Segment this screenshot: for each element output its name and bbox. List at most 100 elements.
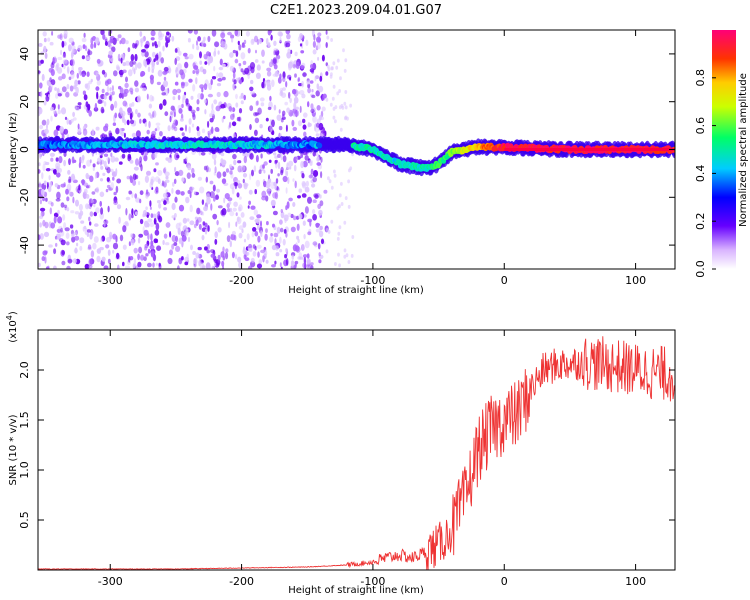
noise-dot <box>129 112 133 120</box>
noise-dot <box>128 190 132 195</box>
noise-dot <box>109 87 112 92</box>
noise-dot <box>101 69 106 75</box>
noise-dot <box>103 125 109 132</box>
noise-dot <box>103 160 107 167</box>
noise-dot <box>182 217 188 224</box>
noise-dot <box>210 78 213 86</box>
noise-dot <box>77 80 81 85</box>
noise-dot <box>216 188 221 193</box>
noise-dot <box>129 60 134 67</box>
noise-dot <box>42 163 46 172</box>
noise-dot <box>42 196 46 202</box>
noise-dot <box>55 93 59 99</box>
noise-dot <box>289 76 292 81</box>
noise-dot <box>282 71 286 79</box>
noise-dot <box>186 253 189 260</box>
noise-dot <box>261 81 266 89</box>
noise-dot <box>317 203 322 209</box>
noise-dot <box>171 215 176 219</box>
noise-dot <box>314 75 317 82</box>
noise-dot <box>260 220 262 228</box>
noise-dot <box>316 105 321 111</box>
noise-dot <box>88 258 93 266</box>
noise-dot <box>266 67 272 72</box>
noise-dot <box>149 74 154 81</box>
noise-dot <box>220 158 224 164</box>
noise-dot <box>79 210 84 216</box>
noise-dot <box>143 229 149 236</box>
noise-dot <box>73 231 77 236</box>
noise-dot <box>163 207 168 211</box>
noise-dot <box>257 235 261 243</box>
noise-dot <box>274 238 277 246</box>
noise-dot <box>48 67 53 73</box>
noise-dot <box>88 264 93 269</box>
noise-dot <box>66 83 70 90</box>
noise-dot <box>190 109 196 114</box>
noise-dot <box>211 76 217 80</box>
noise-dot <box>87 50 93 56</box>
noise-dot <box>38 107 43 115</box>
noise-dot <box>310 179 315 184</box>
noise-dot <box>201 199 205 205</box>
noise-dot <box>117 264 120 269</box>
noise-dot <box>303 233 306 240</box>
x-tick-label: 0 <box>501 575 508 588</box>
noise-dot <box>48 94 51 98</box>
noise-dot <box>240 165 246 172</box>
noise-dot <box>42 31 47 37</box>
noise-dot <box>172 96 176 101</box>
noise-dot <box>90 250 95 258</box>
noise-dot <box>310 108 315 114</box>
noise-dot <box>66 207 70 212</box>
noise-dot <box>149 181 153 189</box>
noise-dot <box>154 176 160 183</box>
noise-dot <box>88 199 92 204</box>
noise-dot <box>60 202 65 208</box>
noise-dot <box>199 262 205 269</box>
noise-dot <box>174 171 180 177</box>
noise-dot <box>163 200 167 206</box>
noise-dot <box>279 36 282 43</box>
noise-dot <box>131 208 134 216</box>
noise-dot <box>205 165 209 173</box>
noise-dot <box>99 200 102 207</box>
colorbar-tick-label: 0.0 <box>694 260 707 278</box>
noise-dot <box>165 175 169 180</box>
noise-dot <box>86 229 91 233</box>
noise-dot <box>292 202 296 207</box>
noise-dot <box>43 37 47 43</box>
noise-dot <box>246 233 250 241</box>
noise-dot <box>283 229 287 234</box>
noise-dot <box>233 182 239 187</box>
noise-dot <box>284 101 289 106</box>
noise-dot <box>337 252 340 257</box>
noise-dot <box>232 153 237 160</box>
noise-dot <box>280 152 283 161</box>
noise-dot <box>140 70 146 77</box>
noise-dot <box>146 129 150 135</box>
noise-dot <box>38 183 43 188</box>
noise-dot <box>345 253 349 258</box>
noise-dot <box>144 175 149 183</box>
noise-dot <box>138 181 141 186</box>
noise-dot <box>132 263 136 269</box>
noise-dot <box>125 40 129 45</box>
noise-dot <box>240 52 246 60</box>
noise-dot <box>264 233 268 241</box>
noise-dot <box>212 213 218 220</box>
noise-dot <box>269 125 273 133</box>
noise-dot <box>146 93 149 100</box>
snr-xlabel: Height of straight line (km) <box>288 585 424 596</box>
noise-dot <box>302 72 307 77</box>
noise-dot <box>108 50 113 56</box>
colorbar: 0.0 0.2 0.4 0.6 0.8 Normalized spectral ampl… <box>694 30 749 278</box>
noise-dot <box>229 207 232 212</box>
noise-dot <box>243 238 247 243</box>
noise-dot <box>318 85 324 93</box>
noise-dot <box>314 123 317 127</box>
noise-dot <box>162 168 166 174</box>
noise-dot <box>238 63 242 67</box>
noise-dot <box>180 191 185 196</box>
noise-dot <box>88 216 91 222</box>
